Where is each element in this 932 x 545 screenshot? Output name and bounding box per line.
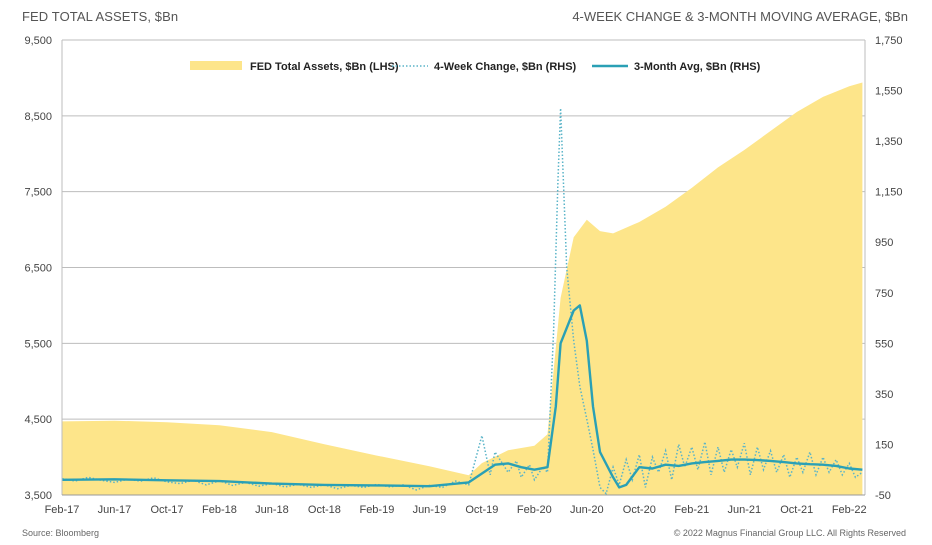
three-month-avg-line	[61, 304, 863, 489]
x-tick-label: Jun-17	[98, 504, 132, 516]
x-tick-label: Feb-17	[45, 504, 80, 516]
right-tick-label: 1,150	[875, 187, 903, 199]
left-tick-label: 9,500	[24, 35, 52, 47]
x-tick-label: Jun-19	[413, 504, 447, 516]
x-tick-label: Oct-18	[308, 504, 341, 516]
x-tick-label: Jun-20	[570, 504, 604, 516]
right-tick-label: 150	[875, 439, 893, 451]
right-tick-label: -50	[875, 490, 891, 502]
right-axis-title: 4-WEEK CHANGE & 3-MONTH MOVING AVERAGE, …	[572, 9, 908, 24]
left-axis-title: FED TOTAL ASSETS, $Bn	[22, 9, 179, 24]
left-tick-label: 3,500	[24, 490, 52, 502]
x-tick-label: Oct-19	[465, 504, 498, 516]
left-tick-label: 5,500	[24, 338, 52, 350]
right-tick-label: 1,550	[875, 86, 903, 98]
right-tick-label: 1,350	[875, 136, 903, 148]
x-tick-label: Feb-22	[832, 504, 867, 516]
axis-layer: 3,500 4,500 5,500 6,500 7,500 8,500 9,500 -50 15…	[24, 35, 902, 516]
x-tick-label: Feb-19	[359, 504, 394, 516]
x-tick-label: Oct-17	[150, 504, 183, 516]
left-tick-label: 7,500	[24, 187, 52, 199]
x-tick-label: Jun-18	[255, 504, 289, 516]
legend-swatch-assets	[190, 61, 242, 70]
source-note: Source: Bloomberg	[22, 528, 100, 538]
four-week-change-line	[61, 108, 863, 496]
legend: FED Total Assets, $Bn (LHS) 4-Week Change…	[190, 61, 761, 73]
x-tick-label: Feb-21	[674, 504, 709, 516]
legend-label-change: 4-Week Change, $Bn (RHS)	[434, 61, 577, 73]
x-tick-label: Oct-20	[623, 504, 656, 516]
legend-label-assets: FED Total Assets, $Bn (LHS)	[250, 61, 399, 73]
x-tick-label: Jun-21	[727, 504, 761, 516]
assets-area	[62, 82, 863, 495]
right-tick-label: 350	[875, 389, 893, 401]
left-tick-label: 4,500	[24, 414, 52, 426]
series-lines-layer	[61, 108, 863, 496]
x-tick-label: Oct-21	[780, 504, 813, 516]
x-tick-label: Feb-20	[517, 504, 552, 516]
assets-area-layer	[62, 82, 863, 495]
chart: 3,500 4,500 5,500 6,500 7,500 8,500 9,500 -50 15…	[24, 35, 902, 516]
left-tick-label: 8,500	[24, 111, 52, 123]
right-tick-label: 550	[875, 338, 893, 350]
right-tick-label: 950	[875, 237, 893, 249]
x-tick-label: Feb-18	[202, 504, 237, 516]
left-tick-label: 6,500	[24, 263, 52, 275]
right-tick-label: 750	[875, 288, 893, 300]
copyright-note: © 2022 Magnus Financial Group LLC. All R…	[673, 528, 906, 538]
right-tick-label: 1,750	[875, 35, 903, 47]
legend-label-avg: 3-Month Avg, $Bn (RHS)	[634, 61, 761, 73]
